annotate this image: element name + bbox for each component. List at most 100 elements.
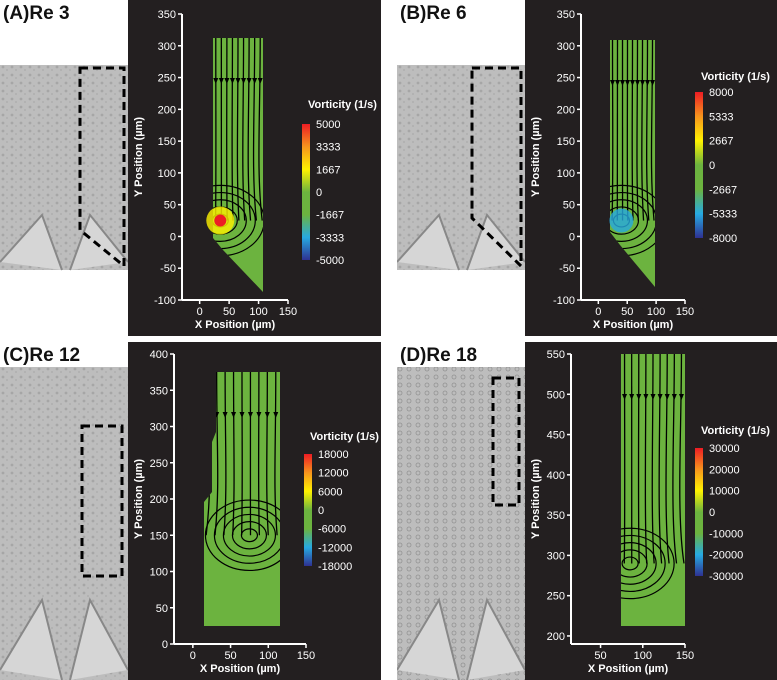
y-tick-label: 300 [158, 41, 176, 53]
micrograph-image [397, 65, 525, 271]
x-tick-label: 100 [634, 650, 652, 662]
x-axis-label: X Position (µm) [588, 663, 669, 675]
streamline-arrow [620, 80, 625, 86]
y-tick-label: 250 [547, 591, 565, 603]
panel-label: (A)Re 3 [3, 3, 70, 24]
colorbar-tick-label: 30000 [709, 443, 740, 455]
colorbar-tick-label: -30000 [709, 571, 743, 583]
streamline-arrow [645, 80, 650, 86]
y-tick-label: 300 [547, 550, 565, 562]
x-axis-label: X Position (µm) [195, 319, 276, 331]
vortex-loop [621, 549, 648, 578]
y-tick-label: 150 [557, 136, 575, 148]
streamline-arrow [205, 412, 211, 418]
streamline [252, 38, 258, 221]
streamline [637, 354, 640, 564]
colorbar-tick-label: 10000 [709, 486, 740, 498]
colorbar-tick-label: -8000 [709, 233, 737, 245]
x-axis-label: X Position (µm) [200, 663, 281, 675]
vortex-loop [213, 199, 247, 242]
streamline-arrow [671, 394, 677, 400]
y-tick-label: 250 [158, 73, 176, 85]
y-tick-label: 100 [150, 567, 168, 579]
y-axis-label: Y Position (µm) [530, 117, 542, 197]
panel-d: (D)Re 18 200 250 300 350 400 450 500 550 50 100 15… [397, 342, 777, 680]
colorbar [695, 92, 703, 238]
micrograph-image [397, 367, 525, 680]
x-tick-label: 50 [621, 306, 633, 318]
vortex-loop [610, 206, 640, 235]
streamline-arrow [229, 78, 235, 84]
y-tick-label: 100 [557, 168, 575, 180]
panel-d-micrograph [397, 342, 525, 680]
streamlines [204, 372, 280, 572]
colorbar-tick-label: 2667 [709, 136, 733, 148]
streamline [258, 38, 263, 221]
vorticity-chart-c: 0 50 100 150 200 250 300 350 400 0 50 100 150 X Posit… [133, 349, 379, 675]
colorbar-title: Vorticity (1/s) [701, 71, 770, 83]
streamline-arrow [678, 394, 684, 400]
y-tick-label: 200 [547, 631, 565, 643]
vortex-loop [621, 534, 666, 593]
streamline-arrow [213, 78, 219, 84]
y-tick-label: 250 [557, 73, 575, 85]
streamline-arrow [622, 394, 628, 400]
y-tick-label: 50 [563, 200, 575, 212]
y-tick-label: 400 [150, 349, 168, 361]
streamline [644, 354, 648, 564]
roi-dashed-box [78, 66, 126, 270]
y-tick-label: 0 [162, 639, 168, 651]
y-tick-label: -100 [553, 295, 575, 307]
streamline [636, 40, 639, 221]
streamline-arrow [256, 412, 262, 418]
roi-dashed-box [80, 424, 124, 578]
colorbar-tick-label: -1667 [316, 210, 344, 222]
streamline-arrow [650, 394, 656, 400]
y-tick-label: 400 [547, 470, 565, 482]
streamline [236, 38, 240, 221]
streamline [247, 38, 252, 221]
vortex-loop [222, 513, 277, 557]
y-tick-label: 300 [557, 41, 575, 53]
roi-dashed-box [470, 66, 523, 270]
y-tick-label: 550 [547, 349, 565, 361]
y-tick-label: 0 [170, 231, 176, 243]
y-tick-label: 350 [150, 385, 168, 397]
x-tick-label: 50 [594, 650, 606, 662]
vortex-loop [231, 521, 268, 550]
y-tick-label: 50 [156, 603, 168, 615]
y-tick-label: 300 [150, 422, 168, 434]
y-tick-label: -50 [559, 263, 575, 275]
y-tick-label: 250 [150, 458, 168, 470]
colorbar-tick-label: 0 [709, 160, 715, 172]
y-tick-label: 150 [158, 136, 176, 148]
panel-b: (B)Re 6 -100 -50 0 50 100 150 200 250 300 350 0 50 1… [397, 0, 777, 336]
x-tick-label: 0 [197, 306, 203, 318]
colorbar-tick-label: 5333 [709, 111, 733, 123]
streamline [658, 354, 663, 564]
streamline-arrow [610, 80, 615, 86]
x-axis-label: X Position (µm) [593, 319, 674, 331]
colorbar-tick-label: -3333 [316, 232, 344, 244]
x-tick-label: 50 [224, 650, 236, 662]
x-tick-label: 0 [595, 306, 601, 318]
y-tick-label: 200 [557, 104, 575, 116]
streamline [240, 372, 243, 536]
y-axis-label: Y Position (µm) [133, 117, 145, 197]
colorbar-tick-label: 20000 [709, 464, 740, 476]
streamline-arrow [640, 80, 645, 86]
micrograph-image [0, 65, 128, 271]
y-tick-label: 350 [547, 510, 565, 522]
vortex-loop [213, 506, 280, 564]
colorbar-tick-label: -12000 [318, 542, 352, 554]
streamline-arrow [235, 78, 241, 84]
x-tick-label: 150 [676, 306, 694, 318]
y-axis-label: Y Position (µm) [133, 459, 145, 539]
streamlines [621, 354, 685, 600]
streamline-arrow [273, 412, 279, 418]
colorbar-tick-label: 0 [709, 507, 715, 519]
y-axis-label: Y Position (µm) [530, 459, 542, 539]
colorbar-tick-label: 18000 [318, 449, 349, 461]
streamline [214, 372, 219, 536]
